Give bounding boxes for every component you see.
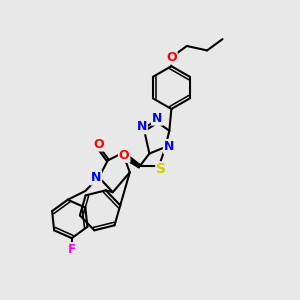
Text: N: N <box>136 120 147 133</box>
Text: O: O <box>119 149 130 162</box>
Text: N: N <box>164 140 174 153</box>
Text: O: O <box>93 138 104 151</box>
Text: N: N <box>91 171 101 184</box>
Text: S: S <box>156 162 166 176</box>
Text: O: O <box>166 51 177 64</box>
Text: N: N <box>152 112 162 125</box>
Text: F: F <box>68 243 76 256</box>
